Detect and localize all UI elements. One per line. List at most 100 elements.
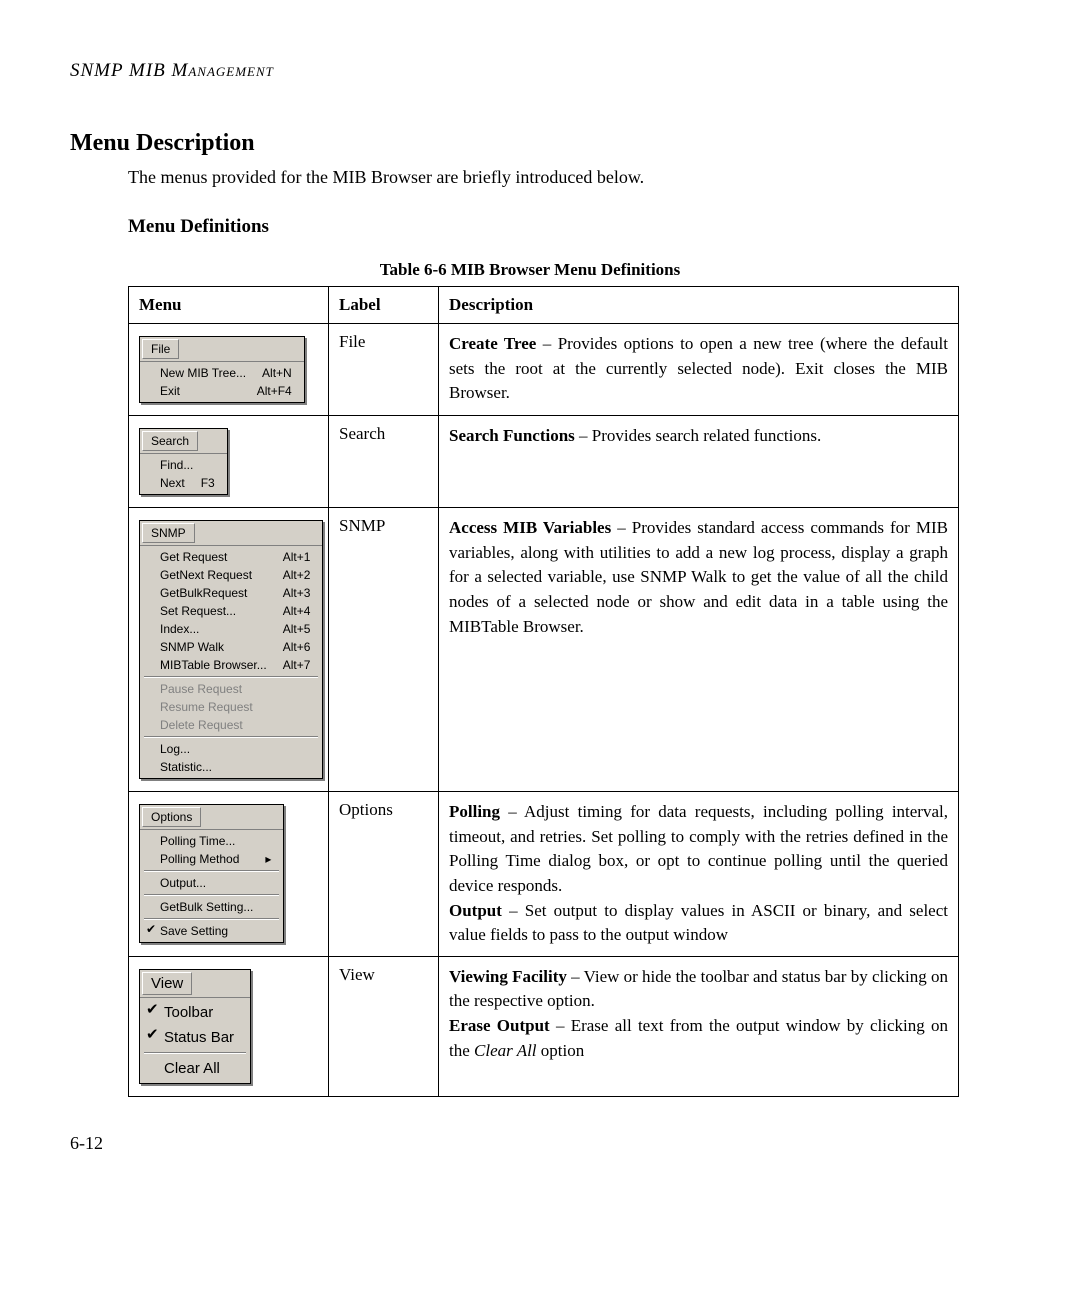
page: SNMP MIB Management Menu Description The… [0,0,1080,1194]
check-icon: ✔ [146,922,156,936]
menu-item-label: Exit [160,384,180,398]
menu-screenshot: Options Polling Time... Polling Method ▸ Out… [139,804,284,943]
menu-item: New MIB Tree... Alt+N [142,364,302,382]
menu-item-accelerator: F3 [201,476,215,490]
cell-description: Viewing Facility – View or hide the tool… [439,956,959,1096]
table-row: Options Polling Time... Polling Method ▸ Out… [129,792,959,957]
menu-item-label: Set Request... [160,604,236,618]
menu-item: Index...Alt+5 [142,620,320,638]
check-icon: ✔ [146,1000,159,1018]
table-row: FileNew MIB Tree...Alt+NExitAlt+F4FileCr… [129,324,959,416]
menu-item-accelerator: Alt+1 [283,550,311,564]
page-number: 6-12 [70,1133,990,1154]
menu-item: Log... [142,740,320,758]
table-row: SNMP Get Request Alt+1 GetNext Request Alt+2… [129,508,959,792]
subheading: Menu Definitions [128,216,990,238]
menu-item-label: Save Setting [160,924,228,938]
menu-separator [144,736,318,738]
menu-item-label: GetNext Request [160,568,252,582]
table-caption: Table 6-6 MIB Browser Menu Definitions [70,260,990,280]
menu-item: GetNext Request Alt+2 [142,566,320,584]
menu-item: Clear All [142,1056,248,1081]
menu-item-accelerator: Alt+4 [283,604,311,618]
menu-screenshot: SNMP Get Request Alt+1 GetNext Request Alt+2… [139,520,323,779]
menu-item: GetBulk Setting... [142,898,281,916]
cell-label: SNMP [329,508,439,792]
table-header-row: Menu Label Description [129,287,959,324]
submenu-arrow-icon: ▸ [255,852,271,866]
menu-item-label: GetBulk Setting... [160,900,253,914]
menu-item-label: Status Bar [164,1029,234,1046]
menu-item-label: Statistic... [160,760,212,774]
menu-item-accelerator: Alt+2 [283,568,311,582]
menu-separator [144,918,279,920]
menu-header: View [142,972,192,995]
cell-description: Access MIB Variables – Provides standard… [439,508,959,792]
menu-item-label: Toolbar [164,1004,213,1021]
menu-item-label: Find... [160,458,193,472]
table-row: View✔Toolbar✔Status BarClear AllViewView… [129,956,959,1096]
menu-separator [144,894,279,896]
menu-item-label: Polling Time... [160,834,235,848]
cell-label: Search [329,416,439,508]
menu-item: Resume Request [142,698,320,716]
menu-item-label: SNMP Walk [160,640,224,654]
cell-menu: Options Polling Time... Polling Method ▸ Out… [129,792,329,957]
menu-body: Get Request Alt+1 GetNext Request Alt+2 GetB… [140,545,322,778]
menu-item-accelerator: Alt+N [262,366,292,380]
menu-header: Options [142,807,201,827]
menu-item: Statistic... [142,758,320,776]
cell-menu: View ✔ Toolbar ✔ Status Bar Clear All [129,956,329,1096]
check-icon: ✔ [146,1025,159,1043]
menu-screenshot: File New MIB Tree... Alt+N Exit Alt+F4 [139,336,305,403]
menu-item: Get Request Alt+1 [142,548,320,566]
table-row: SearchFind...NextF3SearchSearch Function… [129,416,959,508]
menu-separator [144,1052,246,1054]
menu-body: ✔ Toolbar ✔ Status Bar Clear All [140,997,250,1083]
menu-body: Polling Time... Polling Method ▸ Output... G… [140,829,283,942]
col-description: Description [439,287,959,324]
menu-item-accelerator: Alt+3 [283,586,311,600]
menu-item-label: Pause Request [160,682,242,696]
running-header: SNMP MIB Management [70,60,990,82]
menu-body: New MIB Tree... Alt+N Exit Alt+F4 [140,361,304,402]
menu-screenshot: Search Find... NextF3 [139,428,228,495]
col-menu: Menu [129,287,329,324]
menu-item: SNMP Walk Alt+6 [142,638,320,656]
menu-header: Search [142,431,198,451]
cell-menu: SNMP Get Request Alt+1 GetNext Request Alt+2… [129,508,329,792]
menu-item-label: Get Request [160,550,227,564]
menu-item-label: Polling Method [160,852,239,866]
intro-paragraph: The menus provided for the MIB Browser a… [128,167,990,188]
menu-item-accelerator: Alt+6 [283,640,311,654]
col-label: Label [329,287,439,324]
menu-definitions-table: Menu Label Description File New MIB Tree.… [128,286,959,1097]
menu-item-label: Delete Request [160,718,243,732]
cell-description: Polling – Adjust timing for data request… [439,792,959,957]
menu-item: Polling Time... [142,832,281,850]
menu-item-accelerator: Alt+7 [283,658,311,672]
menu-item-accelerator: Alt+F4 [257,384,292,398]
menu-item: Polling Method ▸ [142,850,281,868]
menu-item-label: Log... [160,742,190,756]
menu-item-accelerator: Alt+5 [283,622,311,636]
menu-item-label: Clear All [164,1060,220,1077]
menu-item: Save Setting [142,922,281,940]
menu-item-label: New MIB Tree... [160,366,246,380]
menu-item-label: Output... [160,876,206,890]
menu-item: Output... [142,874,281,892]
cell-menu: File New MIB Tree... Alt+N Exit Alt+F4 [129,324,329,416]
cell-label: View [329,956,439,1096]
menu-item-label: MIBTable Browser... [160,658,267,672]
menu-item: Set Request... Alt+4 [142,602,320,620]
menu-item: MIBTable Browser... Alt+7 [142,656,320,674]
menu-header: SNMP [142,523,195,543]
cell-label: Options [329,792,439,957]
menu-separator [144,676,318,678]
menu-item: Exit Alt+F4 [142,382,302,400]
cell-label: File [329,324,439,416]
menu-item: NextF3 [142,474,225,492]
menu-item: GetBulkRequestAlt+3 [142,584,320,602]
section-title: Menu Description [70,130,990,157]
menu-header: File [142,339,179,359]
